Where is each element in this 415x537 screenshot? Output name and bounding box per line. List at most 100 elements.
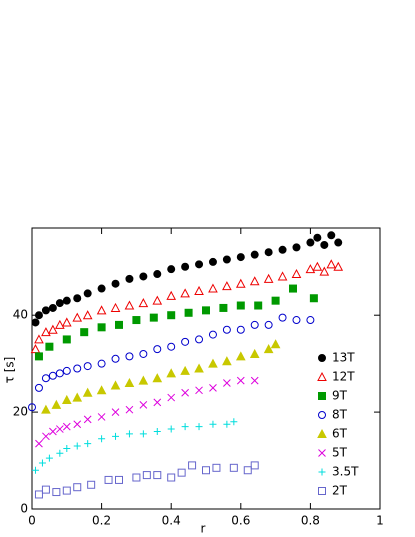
point <box>184 308 193 317</box>
point <box>181 337 190 346</box>
y-tick-label: 40 <box>13 308 28 322</box>
point <box>30 344 41 354</box>
point <box>202 306 210 315</box>
point <box>320 240 329 249</box>
point <box>139 430 147 438</box>
point <box>250 376 259 385</box>
x-tick-label: 1 <box>376 514 384 528</box>
point <box>229 463 238 472</box>
point <box>63 444 71 452</box>
point <box>55 319 65 329</box>
point <box>52 488 61 497</box>
point <box>110 302 121 312</box>
point <box>45 454 53 462</box>
point <box>195 386 203 395</box>
y-tick-label: 20 <box>13 405 28 419</box>
point <box>111 408 120 416</box>
legend-label: 3.5T <box>332 465 359 479</box>
point <box>45 342 54 351</box>
legend-marker <box>318 411 326 419</box>
point <box>271 296 280 305</box>
point <box>132 473 141 482</box>
legend-label: 12T <box>332 370 355 384</box>
point <box>222 281 232 291</box>
point <box>139 400 148 409</box>
point <box>309 294 318 303</box>
point <box>194 363 204 373</box>
point <box>28 403 36 412</box>
legend-marker <box>318 487 326 495</box>
point <box>167 393 176 402</box>
point <box>35 439 43 448</box>
point <box>48 371 57 380</box>
x-tick-label: 0.8 <box>301 514 320 528</box>
point <box>34 311 43 320</box>
point <box>111 279 120 288</box>
point <box>149 313 158 322</box>
point <box>278 313 287 322</box>
point <box>55 425 64 433</box>
legend-marker <box>317 371 327 381</box>
point <box>153 345 162 354</box>
point <box>87 480 96 489</box>
point <box>62 335 71 344</box>
point <box>84 440 92 448</box>
legend-marker <box>318 392 326 400</box>
point <box>166 290 177 300</box>
point <box>96 385 107 395</box>
point <box>180 365 190 375</box>
point <box>125 405 134 414</box>
point <box>115 475 123 484</box>
point <box>142 471 151 480</box>
point <box>212 463 221 472</box>
point <box>153 427 161 435</box>
legend-marker <box>318 468 326 476</box>
point <box>319 266 330 276</box>
point <box>62 486 71 495</box>
point <box>236 325 245 334</box>
point <box>48 303 57 312</box>
legend-label: 13T <box>332 351 355 365</box>
point <box>61 317 72 327</box>
point <box>277 271 288 281</box>
point <box>124 377 135 388</box>
point <box>208 283 218 293</box>
point <box>31 318 40 327</box>
point <box>249 348 260 358</box>
point <box>41 485 50 494</box>
legend-label: 2T <box>332 484 348 498</box>
point <box>152 295 163 305</box>
point <box>167 342 176 351</box>
point <box>235 278 246 288</box>
point <box>125 352 134 361</box>
point <box>73 420 82 429</box>
point <box>49 427 57 436</box>
point <box>243 466 252 475</box>
point <box>270 339 281 349</box>
point <box>292 243 301 252</box>
point <box>188 461 197 470</box>
point <box>73 364 82 373</box>
point <box>333 261 344 271</box>
legend-marker <box>317 428 327 438</box>
point <box>166 368 177 378</box>
legend-label: 6T <box>332 427 348 441</box>
point <box>195 423 203 431</box>
point <box>235 351 246 361</box>
point <box>48 324 58 334</box>
point <box>264 320 273 329</box>
point <box>83 362 92 371</box>
y-tick-label: 0 <box>20 502 28 516</box>
point <box>152 373 163 383</box>
point <box>132 316 141 325</box>
legend-label: 9T <box>332 389 348 403</box>
point <box>194 285 204 295</box>
point <box>97 284 106 293</box>
point <box>306 238 315 247</box>
point <box>34 334 44 344</box>
point <box>139 272 148 281</box>
point <box>230 418 238 426</box>
point <box>41 374 50 383</box>
point <box>291 268 302 279</box>
